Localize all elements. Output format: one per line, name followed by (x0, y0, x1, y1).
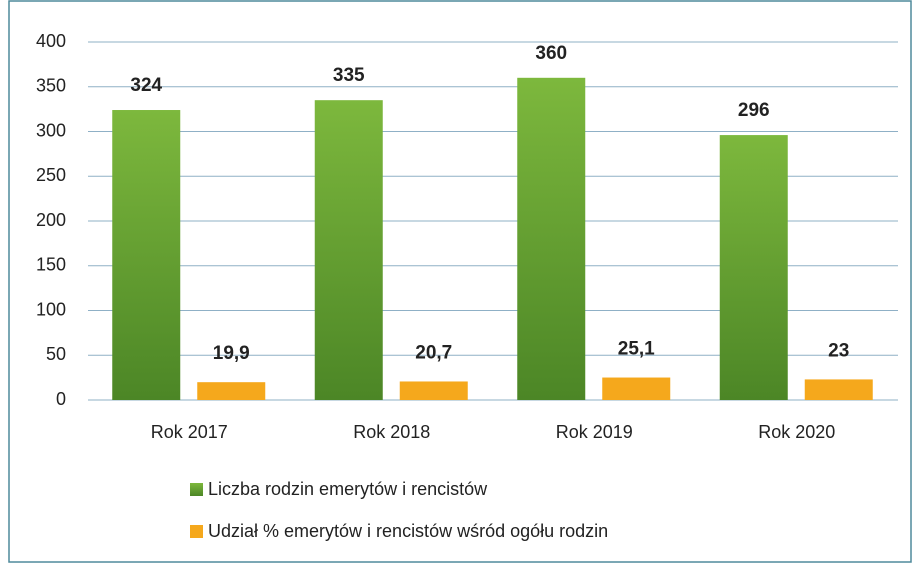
y-tick-label: 300 (36, 120, 66, 140)
legend-label: Liczba rodzin emerytów i rencistów (208, 479, 488, 499)
x-tick-label: Rok 2017 (151, 422, 228, 442)
x-tick-label: Rok 2018 (353, 422, 430, 442)
data-label: 25,1 (618, 339, 655, 360)
bar (112, 110, 181, 401)
bar (602, 377, 671, 400)
y-tick-label: 350 (36, 76, 66, 96)
y-tick-label: 400 (36, 31, 66, 51)
data-label: 20,7 (415, 342, 452, 363)
bar (197, 382, 266, 400)
data-label: 296 (738, 100, 770, 121)
chart-border (8, 0, 912, 563)
x-tick-label: Rok 2019 (556, 422, 633, 442)
y-tick-label: 50 (46, 344, 66, 364)
legend-label: Udział % emerytów i rencistów wśród ogół… (208, 521, 608, 541)
x-tick-label: Rok 2020 (758, 422, 835, 442)
legend-swatch (190, 525, 203, 538)
data-label: 324 (130, 75, 162, 96)
legend-swatch (190, 483, 203, 496)
y-tick-label: 150 (36, 255, 66, 275)
bar (314, 100, 383, 401)
bar (804, 379, 873, 400)
y-tick-label: 0 (56, 389, 66, 409)
data-label: 335 (333, 65, 365, 86)
data-label: 19,9 (213, 343, 250, 364)
data-label: 23 (828, 340, 849, 361)
bar (719, 135, 788, 400)
y-tick-label: 100 (36, 299, 66, 319)
bar (399, 381, 468, 400)
data-label: 360 (535, 43, 567, 64)
y-tick-label: 250 (36, 165, 66, 185)
y-tick-label: 200 (36, 210, 66, 230)
bar (517, 77, 586, 401)
